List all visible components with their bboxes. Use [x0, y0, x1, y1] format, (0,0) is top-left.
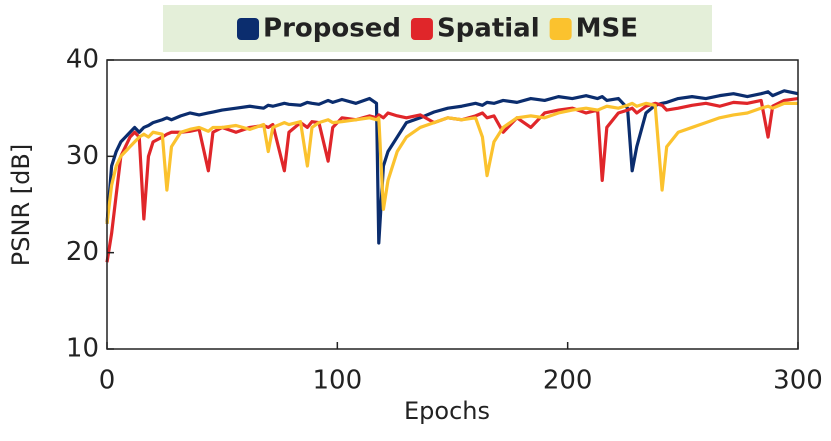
plot-frame [106, 59, 799, 350]
legend-swatch [549, 18, 572, 40]
x-axis-label: Epochs [404, 397, 490, 425]
series-line [105, 89, 799, 245]
series-line [105, 96, 799, 263]
legend-label: MSE [576, 14, 638, 44]
y-tick-label: 30 [66, 141, 99, 171]
legend-label: Proposed [263, 14, 401, 44]
x-tick-label: 100 [313, 366, 363, 396]
y-tick-label: 40 [66, 45, 99, 75]
series-line [105, 101, 798, 224]
x-tick-label: 300 [773, 366, 823, 396]
legend-label: Spatial [437, 14, 540, 44]
y-tick-label: 10 [66, 334, 99, 364]
legend-swatch [410, 18, 433, 40]
legend: Proposed Spatial MSE [237, 14, 638, 44]
y-axis-label: PSNR [dB] [7, 144, 35, 266]
y-tick-label: 20 [66, 237, 99, 267]
x-tick-label: 0 [99, 366, 116, 396]
x-tick-label: 200 [543, 366, 593, 396]
legend-swatch [237, 18, 260, 40]
